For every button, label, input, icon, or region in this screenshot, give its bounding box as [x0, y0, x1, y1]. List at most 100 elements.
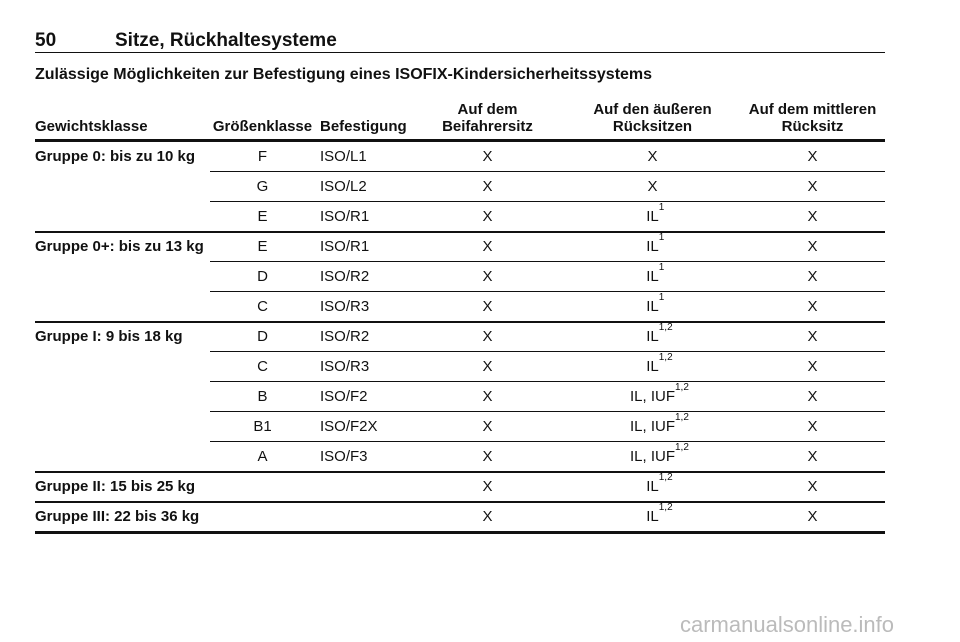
- middle-seat: X: [807, 178, 818, 195]
- middle-seat: X: [807, 328, 818, 345]
- outer-text: IL, IUF: [629, 418, 675, 435]
- group-label: Gruppe II: 15 bis 25 kg: [35, 478, 196, 495]
- front-seat: X: [482, 208, 493, 225]
- front-seat: X: [482, 328, 493, 345]
- outer-text: IL: [646, 508, 659, 525]
- front-seat: X: [482, 418, 493, 435]
- table-rule: [210, 381, 885, 382]
- header-line: Rücksitzen: [612, 118, 693, 135]
- outer-seats: IL 1,2: [646, 322, 673, 346]
- middle-seat: X: [807, 418, 818, 435]
- header-line: Auf dem Beifahrersitz: [442, 101, 533, 135]
- front-seat: X: [482, 238, 493, 255]
- group-label: Gruppe 0: bis zu 10 kg: [35, 148, 196, 165]
- outer-text: IL: [646, 328, 659, 345]
- front-seat: X: [482, 388, 493, 405]
- column-header: Befestigung: [320, 118, 410, 135]
- middle-seat: X: [807, 478, 818, 495]
- table-rule: [210, 291, 885, 292]
- outer-seats: IL 1: [646, 262, 665, 286]
- fixation: ISO/R3: [320, 358, 370, 375]
- size-class: C: [257, 298, 268, 315]
- front-seat: X: [482, 298, 493, 315]
- outer-seats: IL 1,2: [646, 502, 673, 526]
- table-rule: [210, 201, 885, 202]
- fixation: ISO/L1: [320, 148, 367, 165]
- front-seat: X: [482, 478, 493, 495]
- table-rule: [35, 501, 885, 503]
- header-line: Gewichtsklasse: [35, 118, 148, 135]
- header-line: Befestigung: [320, 118, 407, 135]
- outer-text: IL: [646, 478, 659, 495]
- outer-seats: IL 1: [646, 202, 665, 226]
- fixation: ISO/R3: [320, 298, 370, 315]
- front-seat: X: [482, 358, 493, 375]
- outer-seats: X: [570, 148, 735, 166]
- outer-text: X: [647, 148, 658, 165]
- fixation: ISO/R1: [320, 208, 370, 225]
- fixation: ISO/R2: [320, 268, 370, 285]
- group-label: Gruppe 0+: bis zu 13 kg: [35, 238, 204, 255]
- middle-seat: X: [807, 448, 818, 465]
- size-class: C: [257, 358, 268, 375]
- table-rule: [35, 231, 885, 233]
- column-header: Gewichtsklasse: [35, 118, 210, 135]
- middle-seat: X: [807, 298, 818, 315]
- fixation: ISO/F3: [320, 448, 368, 465]
- page-number: 50: [35, 30, 57, 51]
- table-rule: [210, 261, 885, 262]
- size-class: F: [257, 148, 268, 165]
- outer-text: X: [647, 178, 658, 195]
- outer-text: IL: [646, 208, 659, 225]
- page-title: Sitze, Rückhaltesysteme: [115, 30, 337, 51]
- outer-seats: IL 1: [646, 232, 665, 256]
- column-header: Auf den äußeren Rücksitzen: [570, 101, 735, 135]
- outer-text: IL: [646, 238, 659, 255]
- middle-seat: X: [807, 148, 818, 165]
- table-rule: [210, 411, 885, 412]
- table-rule: [210, 441, 885, 442]
- middle-seat: X: [807, 238, 818, 255]
- outer-text: IL: [646, 298, 659, 315]
- header-line: Auf den äußeren: [593, 101, 712, 118]
- header-rule: [35, 52, 885, 53]
- outer-seats: IL, IUF 1,2: [629, 382, 689, 406]
- table-rule: [35, 139, 885, 142]
- size-class: E: [257, 208, 268, 225]
- column-header: Auf dem mittleren Rücksitz: [735, 101, 890, 135]
- fixation: ISO/L2: [320, 178, 367, 195]
- header-line: Größenklasse: [212, 118, 313, 135]
- middle-seat: X: [807, 208, 818, 225]
- front-seat: X: [482, 268, 493, 285]
- size-class: A: [257, 448, 268, 465]
- header-line: Rücksitz: [781, 118, 844, 135]
- table-rule: [35, 531, 885, 534]
- outer-seats: IL 1: [646, 292, 665, 316]
- column-header: Größenklasse: [210, 118, 315, 135]
- size-class: D: [257, 328, 268, 345]
- outer-seats: IL 1,2: [646, 352, 673, 376]
- group-label: Gruppe I: 9 bis 18 kg: [35, 328, 183, 345]
- group-label: Gruppe III: 22 bis 36 kg: [35, 508, 200, 525]
- outer-seats: X: [570, 178, 735, 196]
- fixation: ISO/R1: [320, 238, 370, 255]
- size-class: B1: [253, 418, 272, 435]
- fixation: ISO/R2: [320, 328, 370, 345]
- front-seat: X: [482, 508, 493, 525]
- outer-seats: IL, IUF 1,2: [629, 442, 689, 466]
- outer-text: IL: [646, 268, 659, 285]
- middle-seat: X: [807, 268, 818, 285]
- table-rule: [35, 321, 885, 323]
- outer-seats: IL, IUF 1,2: [629, 412, 689, 436]
- middle-seat: X: [807, 358, 818, 375]
- middle-seat: X: [807, 508, 818, 525]
- middle-seat: X: [807, 388, 818, 405]
- header-line: Auf dem mittleren: [748, 101, 877, 118]
- outer-seats: IL 1,2: [646, 472, 673, 496]
- front-seat: X: [482, 178, 493, 195]
- size-class: E: [257, 238, 268, 255]
- outer-text: IL, IUF: [629, 388, 675, 405]
- subtitle: Zulässige Möglichkeiten zur Befestigung …: [35, 66, 653, 83]
- table-rule: [210, 351, 885, 352]
